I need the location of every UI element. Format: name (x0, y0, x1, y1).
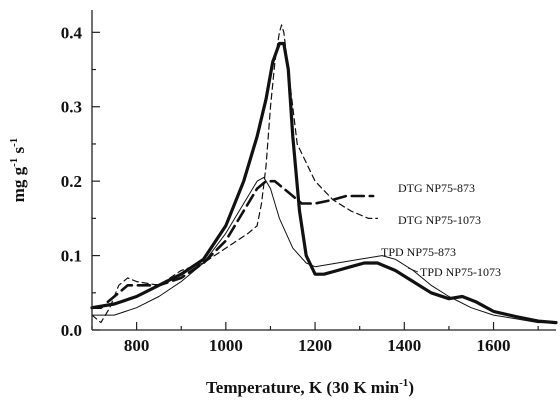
x-tick-label: 1200 (298, 336, 332, 355)
axis-ticks: 800 1000 1200 1400 1600 0.0 0.1 0.2 0.3 0.4 (61, 23, 539, 355)
y-tick-label: 0.4 (61, 23, 83, 42)
series-line-2 (91, 24, 379, 324)
y-tick-label: 0.3 (61, 98, 82, 117)
annotation-dtg-873: DTG NP75-873 (398, 181, 475, 195)
x-tick-label: 1400 (387, 336, 421, 355)
series-line-4 (90, 41, 558, 325)
series-line-3 (91, 176, 557, 324)
annotation-tpd-1073-leader (407, 267, 419, 273)
annotation-tpd-873: TPD NP75-873 (381, 245, 456, 259)
x-tick-label: 1000 (209, 336, 243, 355)
annotation-dtg-1073: DTG NP75-1073 (398, 213, 481, 227)
x-tick-label: 1600 (477, 336, 511, 355)
plot-area (90, 24, 558, 325)
series-line-1 (90, 179, 375, 310)
annotation-tpd-1073: TPD NP75-1073 (420, 265, 501, 279)
y-tick-label: 0.2 (61, 172, 82, 191)
y-tick-label: 0.1 (61, 247, 82, 266)
x-axis-title: Temperature, K (30 K min-1) (206, 377, 414, 397)
y-tick-label: 0.0 (61, 321, 82, 340)
y-axis-title: mg g-1 s-1 (8, 138, 28, 203)
x-tick-label: 800 (124, 336, 150, 355)
